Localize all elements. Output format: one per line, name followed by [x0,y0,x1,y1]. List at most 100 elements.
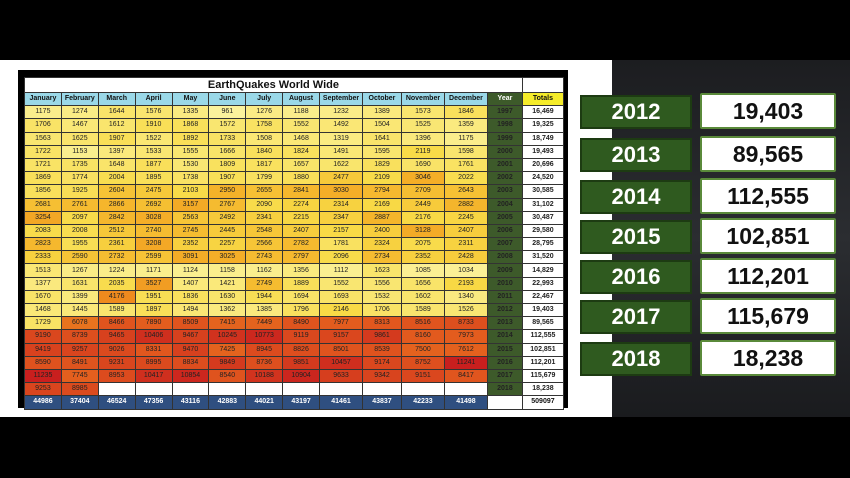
month-cell: 2732 [97,250,136,265]
month-cell: 1869 [24,171,62,186]
month-cell: 1525 [400,118,445,133]
month-cell: 9174 [362,355,402,370]
month-cell: 9342 [362,368,402,384]
month-cell: 1641 [362,131,402,146]
month-cell: 7500 [400,342,445,357]
month-cell [134,382,173,397]
year-cell: 2009 [486,263,523,278]
table-title-blank [521,77,565,93]
highlight-row: 2014 112,555 [580,178,838,216]
total-cell: 31,520 [521,250,565,265]
month-cell: 1175 [24,105,62,120]
month-cell: 1595 [362,144,402,159]
month-cell: 2734 [362,250,402,265]
month-cell: 1622 [318,157,364,173]
month-cell: 1335 [171,105,210,120]
month-cell: 8490 [282,316,320,331]
month-cell: 11235 [24,368,62,384]
month-cell: 2428 [443,250,488,265]
month-cell: 1267 [60,263,99,278]
month-cell: 2022 [443,171,488,186]
month-cell: 2004 [97,171,136,186]
month-cell: 1232 [318,105,364,120]
month-cell: 2823 [24,237,62,252]
month-cell: 3157 [171,197,210,212]
month-cell: 1774 [60,171,99,186]
month-cell: 9257 [60,342,99,357]
month-cell: 1889 [282,276,320,291]
month-cell: 2841 [282,184,320,199]
month-cell [362,382,402,397]
month-cell: 2245 [443,210,488,225]
month-cell: 9419 [24,342,62,357]
month-cell: 8736 [245,355,284,370]
table-row: 1175 1274 1644 1576 1335 961 1276 1188 1232 1389 1… [24,105,565,120]
month-cell: 2215 [282,210,320,225]
month-cell: 1809 [208,157,247,173]
table-row: 2083 2008 2512 2740 2745 2445 2548 2407 2157 2400… [24,223,565,239]
total-cell: 14,829 [521,263,565,278]
highlight-value: 112,201 [700,258,836,294]
highlight-row: 2013 89,565 [580,136,838,174]
month-cell: 1840 [245,144,284,159]
table-row: 1377 1631 2035 3527 1407 1421 2749 1889 1552 1556… [24,276,565,291]
month-cell: 961 [208,105,247,120]
month-cell: 9849 [208,355,247,370]
month-cell: 1276 [245,105,284,120]
highlight-value: 115,679 [700,298,836,334]
month-total-cell: 41461 [318,395,364,410]
month-cell: 3091 [171,250,210,265]
table-row: 9190 8739 9465 10406 9467 10245 10773 9119 9157 9… [24,329,565,344]
month-cell: 1158 [208,263,247,278]
month-cell: 1781 [318,237,364,252]
month-cell: 7612 [443,342,488,357]
table-row: 1722 1153 1397 1533 1555 1666 1840 1824 1491 1595… [24,144,565,159]
month-cell: 8539 [362,342,402,357]
month-cell: 1799 [245,171,284,186]
month-cell: 7449 [245,316,284,331]
month-cell: 1396 [400,131,445,146]
month-cell: 2740 [134,223,173,239]
month-cell: 10188 [245,368,284,384]
table-row: 1729 6078 8466 7890 8509 7415 7449 8490 7977 8313… [24,316,565,331]
month-cell: 1085 [400,263,445,278]
month-cell [282,382,320,397]
month-cell: 2176 [400,210,445,225]
month-cell [171,382,210,397]
month-cell: 3128 [400,223,445,239]
month-total-cell: 43116 [171,395,210,410]
column-header: November [400,91,445,107]
month-cell: 1572 [208,118,247,133]
month-cell: 1589 [400,302,445,318]
year-cell: 1997 [486,105,523,120]
month-cell: 7415 [208,316,247,331]
month-cell: 1522 [134,131,173,146]
year-cell: 2016 [486,355,523,370]
month-total-cell: 47356 [134,395,173,410]
month-cell: 2169 [362,197,402,212]
month-cell: 1494 [171,302,210,318]
month-cell: 2563 [171,210,210,225]
month-cell: 2887 [362,210,402,225]
month-cell: 1733 [208,131,247,146]
month-cell [443,382,488,397]
month-cell: 1492 [318,118,364,133]
table-row: 8590 8491 9231 8995 8834 9849 8736 9851 10457 917… [24,355,565,370]
highlight-year: 2015 [580,220,692,254]
table-row: 1513 1267 1224 1171 1124 1158 1162 1356 1112 1623… [24,263,565,278]
footer-year-blank [486,395,523,410]
month-cell: 9151 [400,368,445,384]
month-cell: 10245 [208,329,247,344]
month-cell: 10457 [318,355,364,370]
month-cell [97,382,136,397]
highlight-row: 2015 102,851 [580,218,838,256]
month-cell: 1468 [24,302,62,318]
month-cell: 10406 [134,329,173,344]
month-cell: 2407 [282,223,320,239]
month-cell: 1729 [24,316,62,331]
month-cell: 8466 [97,316,136,331]
month-cell: 1758 [245,118,284,133]
month-cell: 1034 [443,263,488,278]
month-cell: 1552 [318,276,364,291]
month-cell: 1817 [245,157,284,173]
